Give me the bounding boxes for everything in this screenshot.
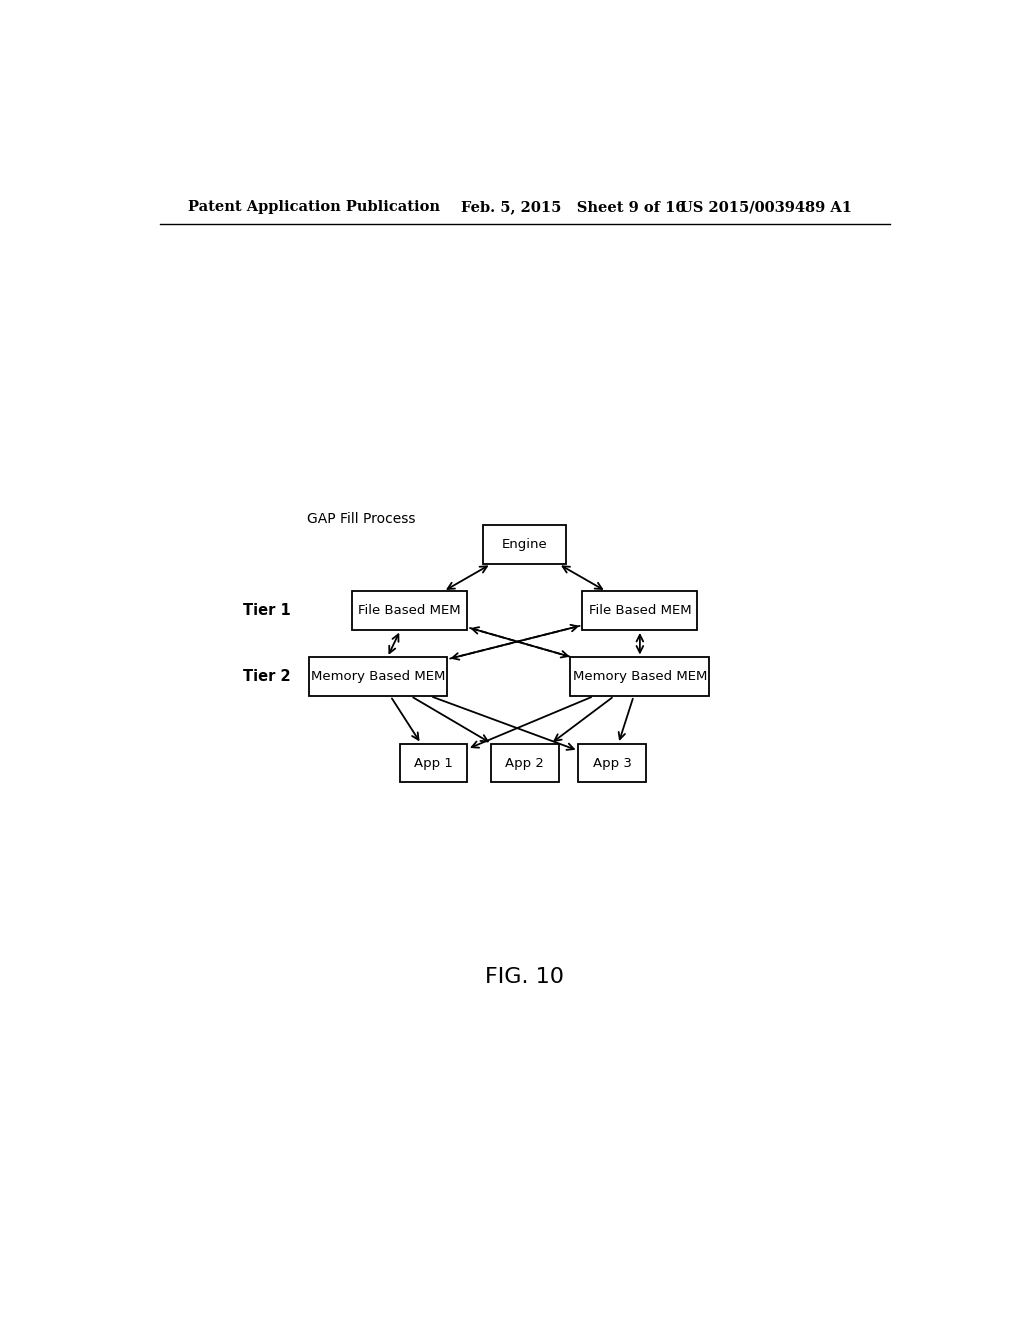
Text: App 3: App 3 bbox=[593, 756, 632, 770]
FancyBboxPatch shape bbox=[352, 591, 467, 630]
FancyArrowPatch shape bbox=[414, 697, 487, 742]
FancyArrowPatch shape bbox=[472, 627, 570, 656]
FancyBboxPatch shape bbox=[579, 744, 646, 783]
Text: App 2: App 2 bbox=[506, 756, 544, 770]
FancyArrowPatch shape bbox=[389, 635, 398, 653]
Text: Tier 1: Tier 1 bbox=[243, 603, 291, 618]
FancyArrowPatch shape bbox=[433, 697, 573, 750]
FancyBboxPatch shape bbox=[583, 591, 697, 630]
FancyBboxPatch shape bbox=[399, 744, 467, 783]
Text: GAP Fill Process: GAP Fill Process bbox=[306, 512, 415, 527]
FancyBboxPatch shape bbox=[570, 657, 710, 696]
Text: US 2015/0039489 A1: US 2015/0039489 A1 bbox=[680, 201, 852, 214]
FancyArrowPatch shape bbox=[472, 697, 591, 747]
FancyArrowPatch shape bbox=[392, 698, 419, 739]
Text: Feb. 5, 2015   Sheet 9 of 16: Feb. 5, 2015 Sheet 9 of 16 bbox=[461, 201, 686, 214]
FancyArrowPatch shape bbox=[452, 626, 580, 660]
FancyArrowPatch shape bbox=[451, 624, 578, 659]
FancyArrowPatch shape bbox=[637, 635, 643, 652]
Text: Memory Based MEM: Memory Based MEM bbox=[572, 671, 707, 684]
Text: Memory Based MEM: Memory Based MEM bbox=[311, 671, 445, 684]
FancyBboxPatch shape bbox=[308, 657, 447, 696]
Text: Patent Application Publication: Patent Application Publication bbox=[187, 201, 439, 214]
Text: Engine: Engine bbox=[502, 539, 548, 552]
Text: Tier 2: Tier 2 bbox=[243, 669, 291, 684]
FancyArrowPatch shape bbox=[554, 698, 612, 741]
FancyArrowPatch shape bbox=[562, 566, 602, 589]
Text: FIG. 10: FIG. 10 bbox=[485, 966, 564, 986]
FancyBboxPatch shape bbox=[492, 744, 558, 783]
FancyArrowPatch shape bbox=[618, 698, 633, 739]
FancyArrowPatch shape bbox=[470, 628, 568, 657]
Text: File Based MEM: File Based MEM bbox=[358, 605, 461, 618]
FancyArrowPatch shape bbox=[447, 566, 487, 589]
Text: File Based MEM: File Based MEM bbox=[589, 605, 691, 618]
Text: App 1: App 1 bbox=[414, 756, 453, 770]
FancyBboxPatch shape bbox=[483, 525, 566, 564]
